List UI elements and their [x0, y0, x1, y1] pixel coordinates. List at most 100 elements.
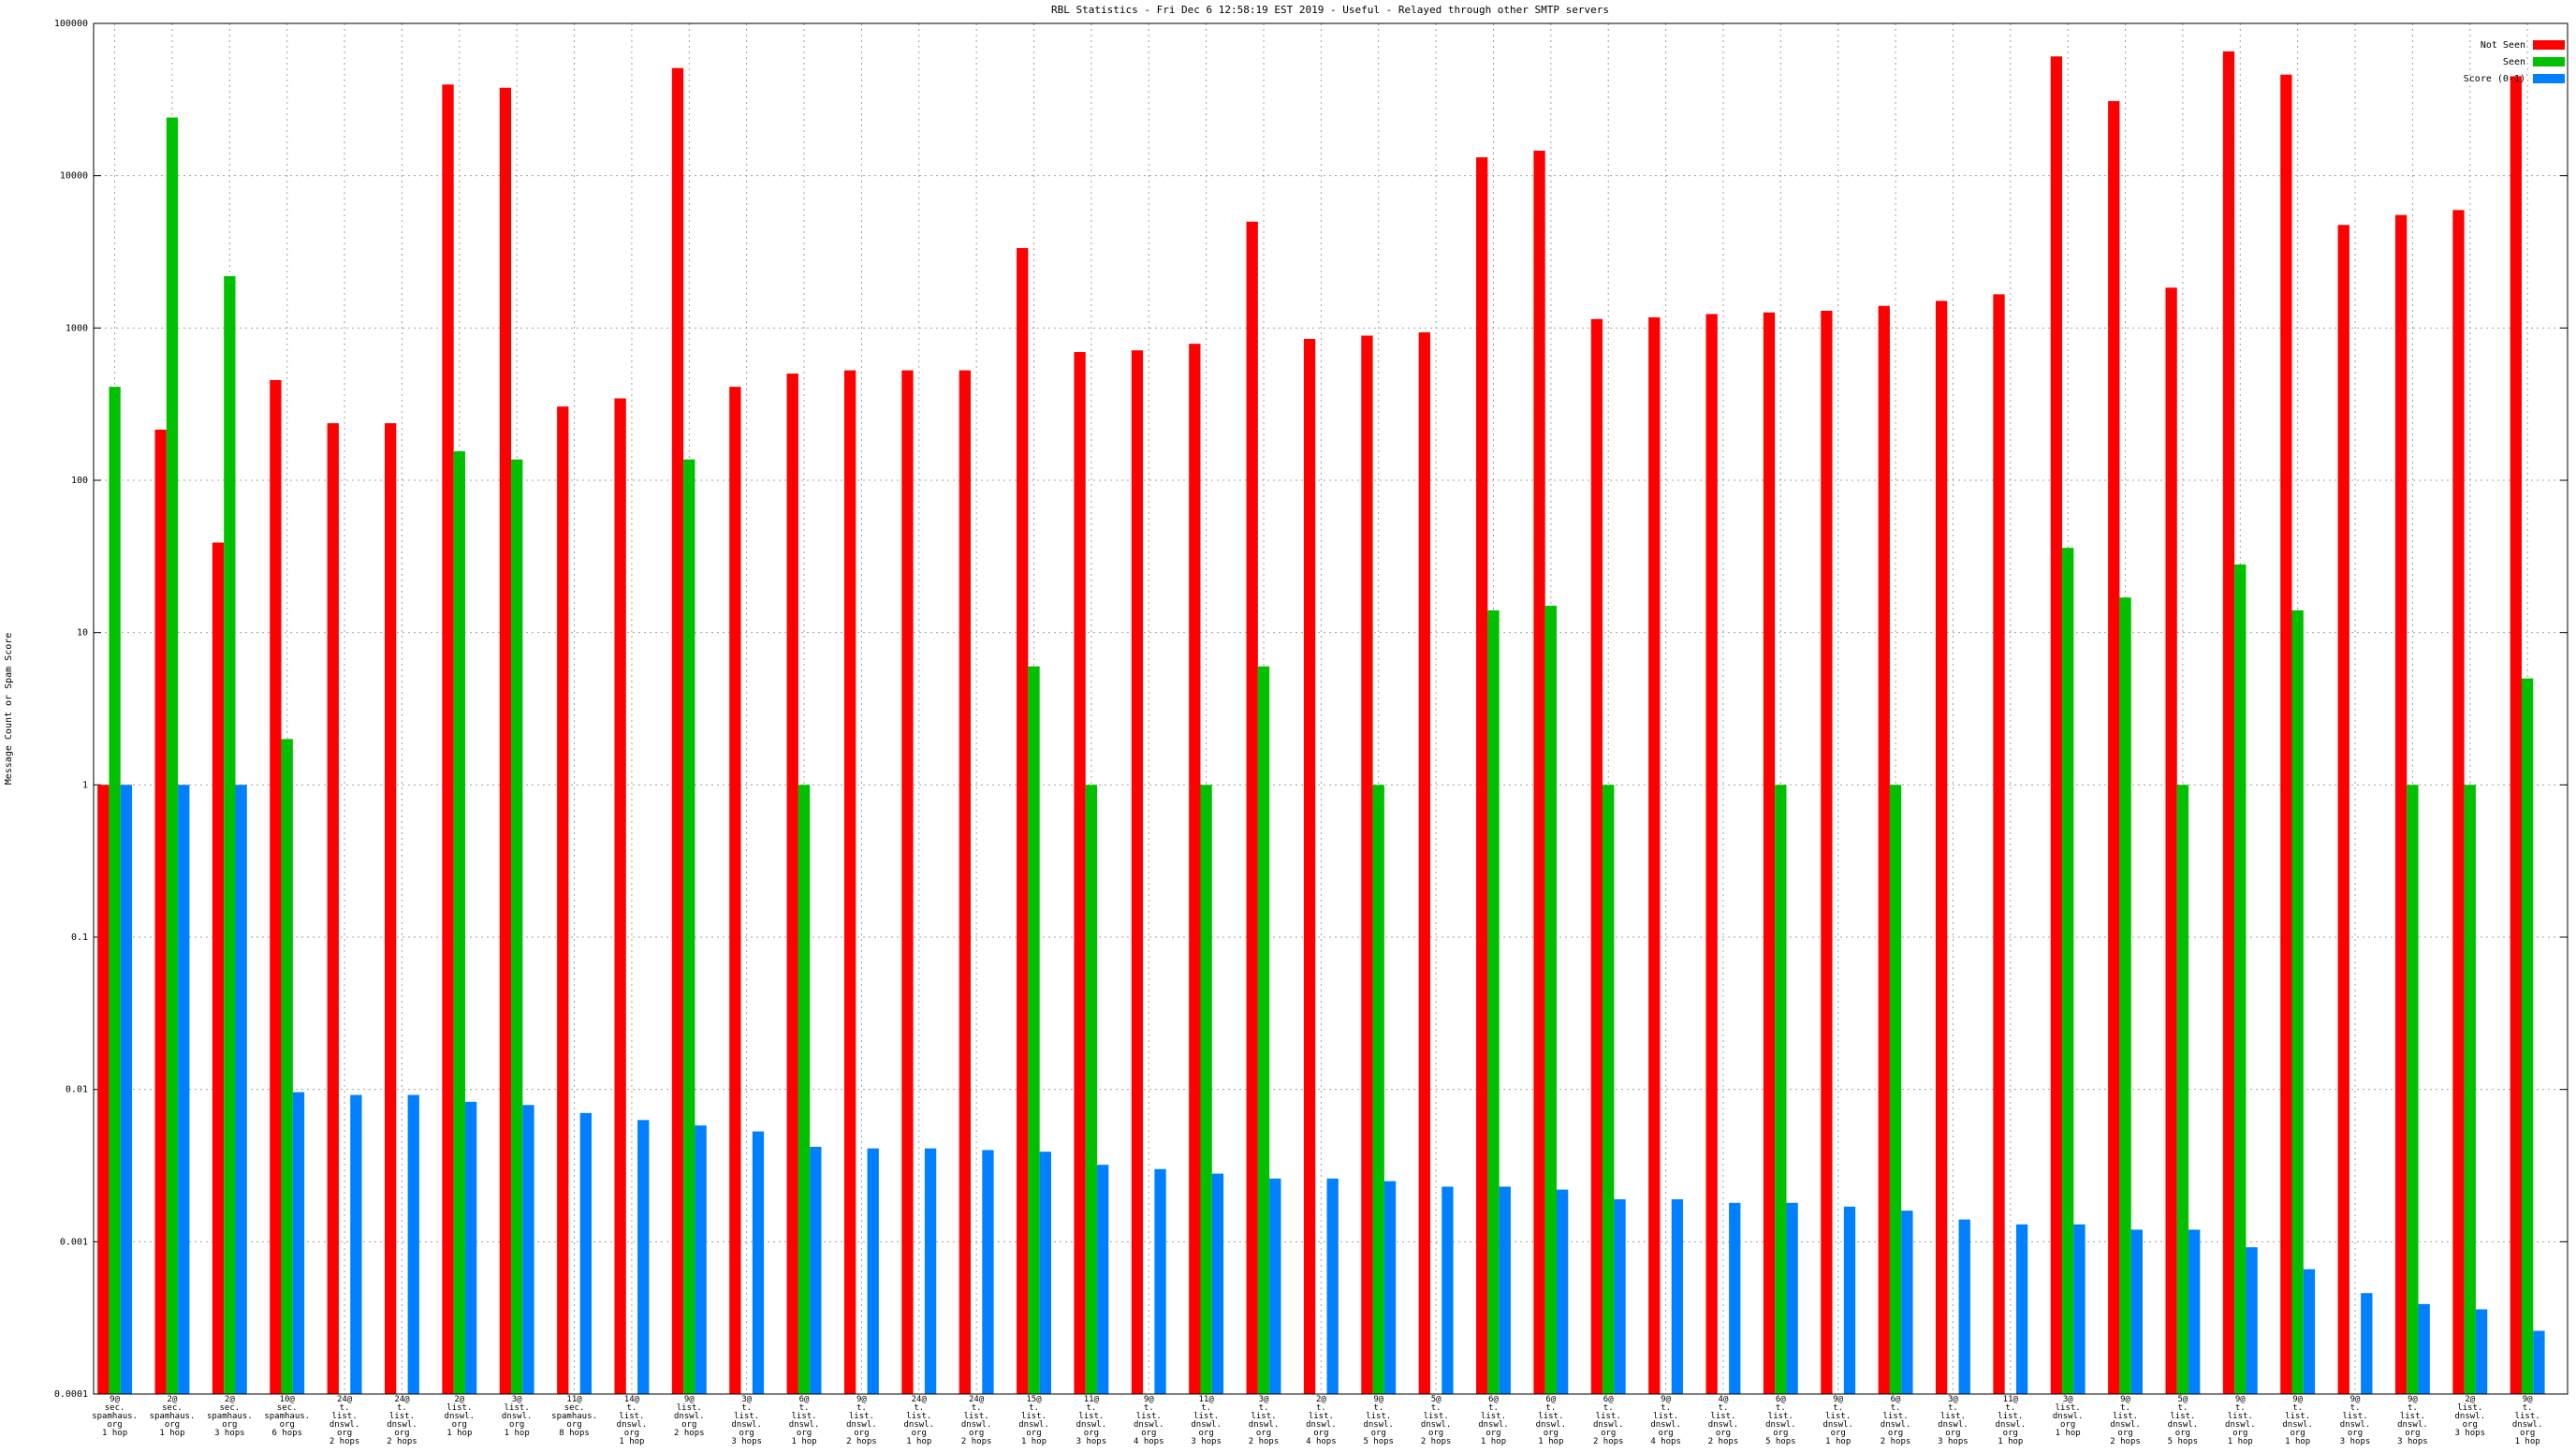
bar: [235, 785, 247, 1394]
y-tick-label: 0.0001: [54, 1389, 88, 1400]
x-tick-label: 9@ t. list. dnswl. org 3 hops: [2397, 1395, 2428, 1446]
bar: [1257, 666, 1270, 1394]
x-tick-label: 2@ sec. spamhaus. org 1 hop: [150, 1395, 196, 1438]
bar: [2337, 225, 2349, 1395]
bar: [2165, 287, 2177, 1394]
bar: [2361, 1293, 2373, 1394]
bar: [1097, 1165, 1109, 1394]
bar: [2394, 214, 2408, 1395]
bar: [2188, 1229, 2201, 1394]
bar: [2108, 100, 2120, 1394]
bar: [1200, 785, 1212, 1394]
x-tick-label: 3@ list. dnswl. org 1 hop: [502, 1395, 533, 1438]
bar: [1705, 314, 1718, 1395]
bar: [924, 1148, 937, 1394]
x-tick-label: 9@ t. list. dnswl. org 2 hops: [846, 1395, 877, 1446]
x-tick-label: 9@ t. list. dnswl. org 4 hops: [1134, 1395, 1164, 1446]
bar: [464, 1101, 477, 1394]
bar: [1821, 310, 1833, 1394]
x-tick-label: 9@ sec. spamhaus. org 1 hop: [92, 1395, 138, 1438]
bar: [2521, 678, 2534, 1394]
bar: [1901, 1211, 1913, 1394]
bar: [1028, 666, 1040, 1394]
x-tick-label: 9@ t. list. dnswl. org 4 hops: [1650, 1395, 1681, 1446]
bar: [522, 1105, 534, 1394]
x-tick-label: 11@ t. list. dnswl. org 3 hops: [1191, 1395, 1222, 1446]
bar: [2291, 609, 2304, 1394]
bar: [2475, 1309, 2488, 1394]
bar: [2407, 785, 2419, 1394]
x-tick-label: 14@ t. list. dnswl. org 1 hop: [617, 1395, 648, 1446]
bar: [2015, 1224, 2028, 1394]
bar: [1131, 350, 1144, 1395]
bar: [1269, 1178, 1281, 1394]
y-tick-label: 100: [71, 476, 88, 486]
x-tick-label: 9@ t. list. dnswl. org 1 hop: [2282, 1395, 2313, 1446]
bar: [1648, 316, 1661, 1394]
bar: [281, 739, 293, 1394]
legend-label: Seen: [2503, 57, 2525, 67]
bar: [1763, 312, 1776, 1395]
bar: [1729, 1202, 1741, 1394]
bar: [2130, 1229, 2143, 1394]
bar: [2533, 1330, 2545, 1394]
legend-label: Score (0-1): [2464, 74, 2525, 84]
x-tick-label: 6@ t. list. dnswl. org 2 hops: [1881, 1395, 1911, 1446]
y-tick-label: 1: [82, 780, 88, 790]
x-tick-label: 2@ sec. spamhaus. org 3 hops: [207, 1395, 253, 1438]
bar: [683, 459, 695, 1394]
bar: [1085, 785, 1098, 1394]
bar: [1326, 1178, 1339, 1394]
bar: [453, 451, 465, 1394]
x-tick-label: 24@ t. list. dnswl. org 2 hops: [961, 1395, 992, 1446]
bar: [178, 785, 190, 1394]
bar: [557, 406, 569, 1394]
legend-swatch: [2533, 74, 2565, 83]
bar: [982, 1150, 994, 1394]
bar: [1303, 338, 1316, 1394]
x-tick-label: 3@ list. dnswl. org 1 hop: [2053, 1395, 2084, 1438]
bar: [1017, 247, 1029, 1395]
bar: [2452, 210, 2465, 1395]
legend-label: Not Seen: [2481, 40, 2525, 51]
bar: [292, 1092, 305, 1394]
bar: [752, 1131, 765, 1394]
x-tick-label: 11@ t. list. dnswl. org 3 hops: [1076, 1395, 1107, 1446]
bar: [786, 374, 798, 1395]
y-tick-label: 10000: [60, 171, 88, 182]
bar: [1211, 1173, 1224, 1394]
bar: [1418, 331, 1430, 1394]
bar: [1487, 609, 1500, 1394]
plot-frame: [93, 22, 2569, 1395]
bar: [959, 370, 971, 1395]
bar: [1476, 157, 1488, 1394]
bar: [1189, 344, 1201, 1395]
bar: [2246, 1247, 2258, 1394]
bar: [499, 87, 512, 1394]
x-tick-label: 9@ t. list. dnswl. org 1 hop: [2512, 1395, 2543, 1446]
bar: [1775, 785, 1787, 1394]
bar: [1590, 318, 1603, 1395]
x-tick-label: 9@ t. list. dnswl. org 3 hops: [2340, 1395, 2371, 1446]
bar: [2119, 597, 2131, 1394]
x-tick-label: 9@ list. dnswl. org 2 hops: [674, 1395, 705, 1438]
bar: [154, 429, 167, 1394]
chart-title: RBL Statistics - Fri Dec 6 12:58:19 EST …: [1051, 4, 1609, 16]
bar: [901, 370, 914, 1395]
bar: [1246, 221, 1258, 1395]
x-tick-label: 2@ list. dnswl. org 1 hop: [445, 1395, 476, 1438]
y-tick-label: 100000: [54, 19, 88, 29]
bar: [671, 67, 684, 1394]
bar: [1993, 294, 2005, 1394]
bar: [729, 387, 741, 1394]
y-tick-label: 0.001: [60, 1237, 88, 1247]
bar: [2222, 51, 2235, 1395]
bar: [798, 785, 811, 1394]
x-tick-label: 9@ t. list. dnswl. org 5 hops: [1363, 1395, 1394, 1446]
bar: [1074, 352, 1086, 1395]
bar: [1889, 785, 1902, 1394]
bar: [1442, 1186, 1454, 1394]
bar: [637, 1120, 650, 1394]
x-tick-label: 6@ t. list. dnswl. org 1 hop: [789, 1395, 820, 1446]
